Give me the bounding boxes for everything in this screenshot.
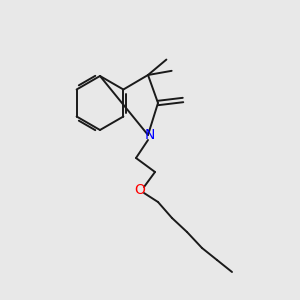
Text: N: N bbox=[145, 128, 155, 142]
Text: O: O bbox=[135, 183, 146, 197]
